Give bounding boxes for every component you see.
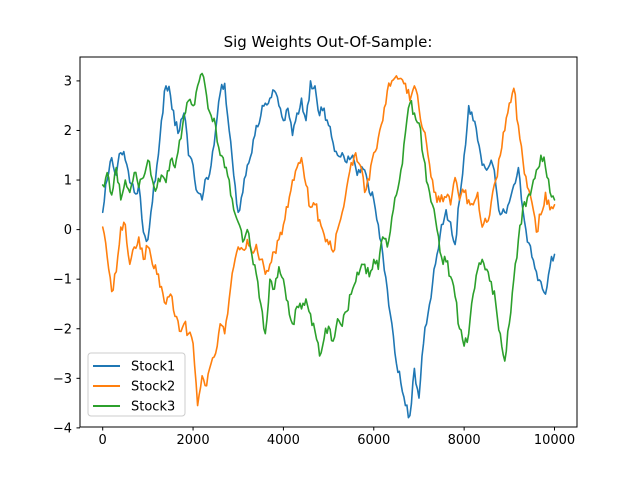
series-lines <box>101 72 556 419</box>
y-tick-label: 2 <box>64 124 72 139</box>
chart-title: Sig Weights Out-Of-Sample: <box>224 33 433 51</box>
y-tick-label: 3 <box>64 74 72 89</box>
y-tick-label: 1 <box>64 174 72 189</box>
y-tick-label: −1 <box>53 273 72 288</box>
x-tick-label: 8000 <box>448 433 481 448</box>
x-tick-label: 0 <box>99 433 107 448</box>
legend-box <box>87 352 186 417</box>
legend-label: Stock3 <box>131 400 175 415</box>
y-tick-label: −2 <box>53 322 72 337</box>
y-tick-label: −3 <box>53 372 72 387</box>
y-tick-label: −4 <box>53 421 72 436</box>
x-tick-label: 10000 <box>534 433 575 448</box>
series-stock1-line <box>101 80 556 419</box>
x-tick-label: 4000 <box>267 433 300 448</box>
series-stock3-line <box>101 72 556 362</box>
legend: Stock1 Stock2 Stock3 <box>87 352 186 417</box>
legend-label: Stock2 <box>131 380 175 395</box>
y-tick-label: 0 <box>64 223 72 238</box>
legend-label: Stock1 <box>131 360 175 375</box>
x-axis: 0 2000 4000 6000 8000 10000 <box>99 427 575 448</box>
x-tick-label: 6000 <box>357 433 390 448</box>
series-stock2-line <box>101 75 556 407</box>
y-axis: 3 2 1 0 −1 −2 −3 −4 <box>53 74 80 436</box>
plot-border <box>79 56 578 428</box>
x-tick-label: 2000 <box>177 433 210 448</box>
